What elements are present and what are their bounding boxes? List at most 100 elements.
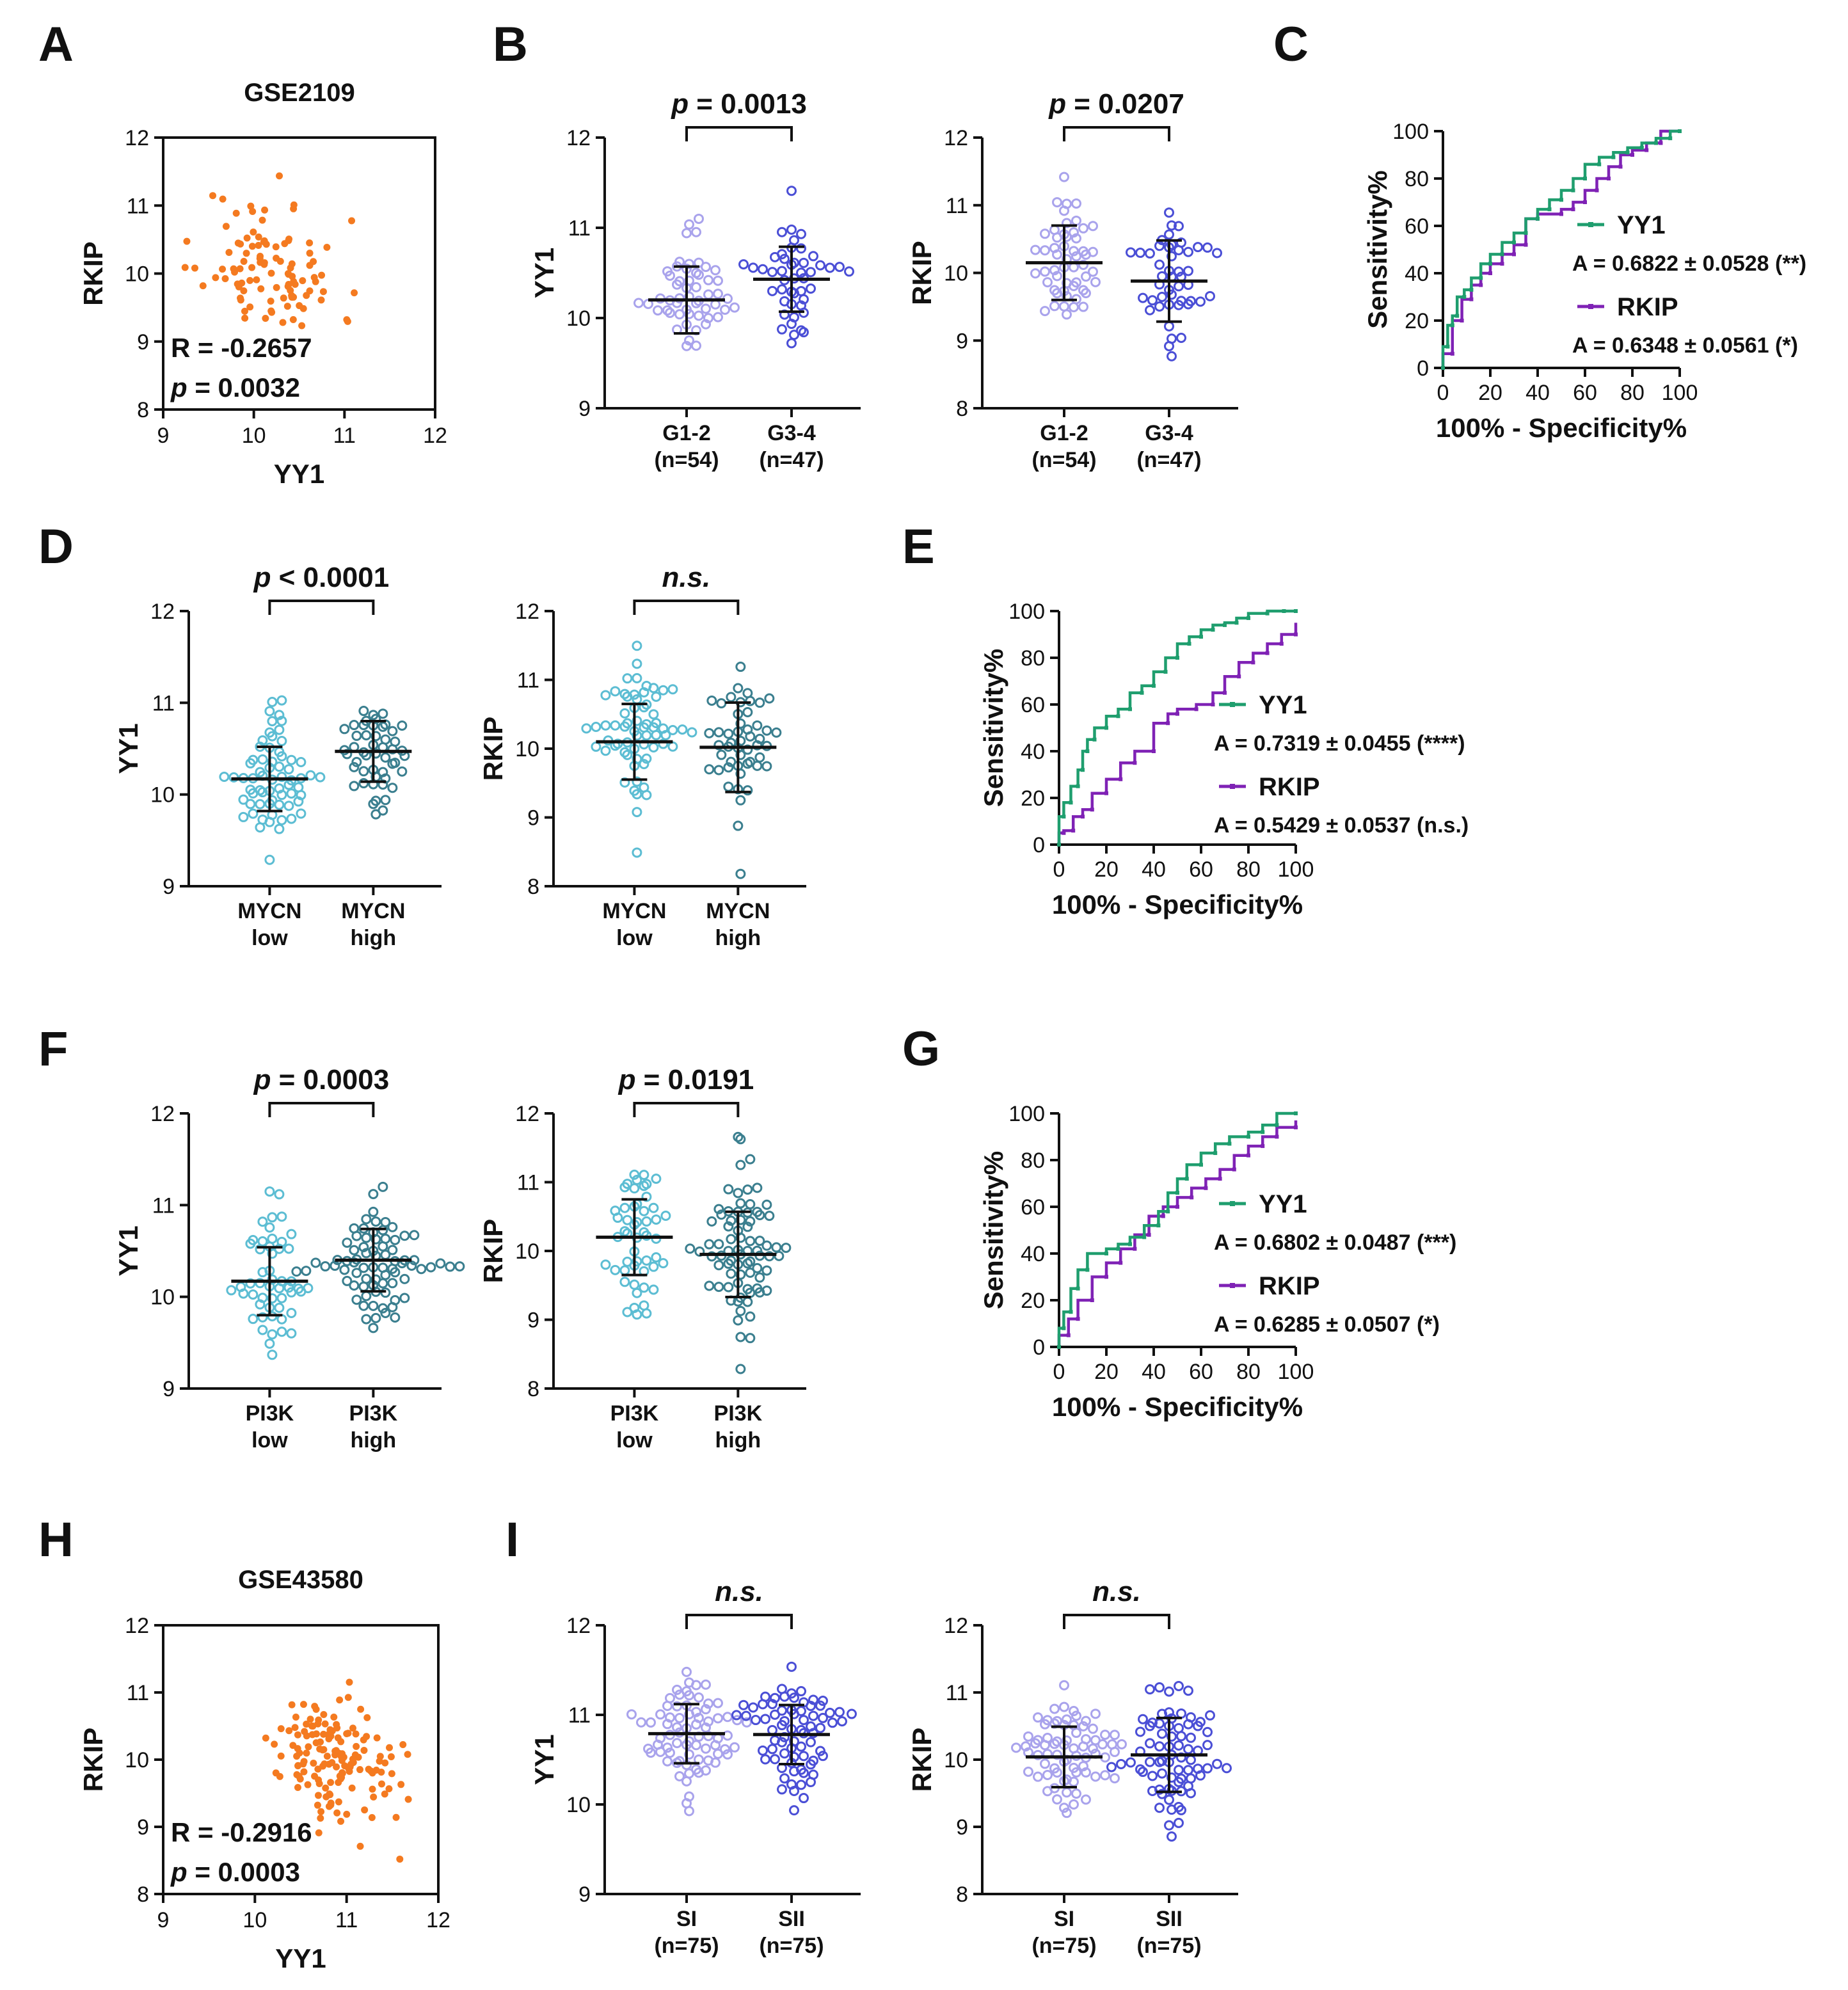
legend-marker <box>1230 784 1235 789</box>
data-point <box>1069 227 1079 238</box>
data-point <box>632 1256 642 1267</box>
data-point <box>806 1777 816 1788</box>
x-axis-label: YY1 <box>275 1943 326 1973</box>
data-point <box>1186 1755 1196 1765</box>
group-sublabel: (n=54) <box>1032 448 1096 472</box>
roc-point <box>1071 829 1076 833</box>
data-point <box>1052 197 1062 208</box>
data-point <box>378 721 388 732</box>
y-tick-label: 11 <box>517 669 539 693</box>
data-point <box>1138 1714 1148 1724</box>
data-point <box>1100 1770 1110 1781</box>
roc-point <box>1104 791 1108 795</box>
data-point <box>754 1272 765 1283</box>
data-point <box>1157 1728 1167 1739</box>
data-point <box>1069 1720 1079 1731</box>
scatter-point <box>327 1799 335 1807</box>
data-point <box>267 1274 278 1285</box>
data-point <box>1052 232 1062 243</box>
p-value-label: p = 0.0207 <box>1048 88 1184 120</box>
scatter-point <box>222 223 230 230</box>
panel-label: D <box>38 520 74 574</box>
scatter-point <box>404 1751 411 1758</box>
data-point <box>358 1300 369 1311</box>
roc-point <box>1450 323 1454 328</box>
y-tick-label: 9 <box>956 1815 968 1840</box>
data-point <box>610 1206 621 1216</box>
data-point <box>1164 321 1174 331</box>
data-point <box>286 1328 297 1339</box>
scatter-point <box>183 237 191 245</box>
data-point <box>238 1288 249 1299</box>
data-point <box>286 788 297 799</box>
x-axis-label: YY1 <box>274 459 324 489</box>
data-point <box>731 1710 742 1721</box>
scatter-point <box>319 1762 327 1770</box>
data-point <box>264 816 275 827</box>
data-point <box>1183 1719 1193 1730</box>
data-point <box>1174 299 1184 310</box>
panel-E: E 0 20 40 60 80 100 0 20 40 60 80 100 100% - Specific… <box>902 520 1469 919</box>
data-point <box>691 227 701 237</box>
data-point <box>815 260 825 271</box>
scatter-point <box>299 277 307 285</box>
data-point <box>1176 1752 1186 1763</box>
roc-point <box>1275 1134 1279 1139</box>
data-point <box>745 731 756 742</box>
data-point <box>796 1779 806 1790</box>
data-point <box>619 777 630 788</box>
p-symbol: p <box>253 1064 271 1095</box>
data-point <box>806 283 816 294</box>
data-point <box>799 1715 809 1726</box>
data-point <box>276 736 287 747</box>
data-point <box>684 219 694 230</box>
scatter-point <box>353 1742 360 1750</box>
group-sublabel: low <box>251 1428 288 1453</box>
data-point <box>641 681 652 692</box>
p-symbol: p <box>253 562 271 593</box>
scatter-point <box>363 1714 371 1721</box>
data-point <box>648 1202 659 1213</box>
group-label: SII <box>778 1907 805 1931</box>
data-point <box>1212 248 1222 259</box>
data-point <box>684 1749 694 1760</box>
data-point <box>1049 1739 1060 1749</box>
data-point <box>632 1216 642 1227</box>
data-point <box>704 728 715 738</box>
scatter-point <box>240 287 248 294</box>
data-point <box>796 267 806 278</box>
data-point <box>1195 296 1206 307</box>
data-point <box>827 1717 838 1728</box>
data-point <box>358 1281 369 1292</box>
data-point <box>1176 237 1186 248</box>
data-point <box>760 1754 770 1765</box>
data-point <box>399 1273 410 1284</box>
data-point <box>257 1216 268 1227</box>
data-point <box>667 724 678 735</box>
group-label: PI3K <box>246 1401 294 1426</box>
y-tick-label: 100 <box>1008 600 1045 624</box>
roc-point <box>1142 1235 1147 1239</box>
data-point <box>701 1679 711 1690</box>
scatter-point <box>387 1753 395 1760</box>
y-tick-label: 100 <box>1392 120 1429 144</box>
data-point <box>267 756 278 767</box>
p-value: n.s. <box>1092 1576 1141 1607</box>
significance-bracket <box>633 1102 740 1117</box>
significance-bracket <box>633 600 740 615</box>
data-point <box>758 264 768 275</box>
scatter-point <box>257 253 264 260</box>
plot-frame <box>162 1624 440 1895</box>
legend-marker <box>1230 1283 1235 1288</box>
data-point <box>745 1256 756 1267</box>
data-point <box>1174 1681 1184 1692</box>
group-sublabel: (n=47) <box>1136 448 1201 472</box>
scatter-point <box>262 1734 269 1742</box>
data-point <box>684 1736 694 1747</box>
scatter-point <box>243 234 251 242</box>
significance-bracket <box>268 600 375 615</box>
scatter-point <box>306 287 314 295</box>
data-point <box>745 1154 756 1165</box>
data-point <box>1110 1773 1120 1784</box>
p-value: n.s. <box>662 562 710 593</box>
